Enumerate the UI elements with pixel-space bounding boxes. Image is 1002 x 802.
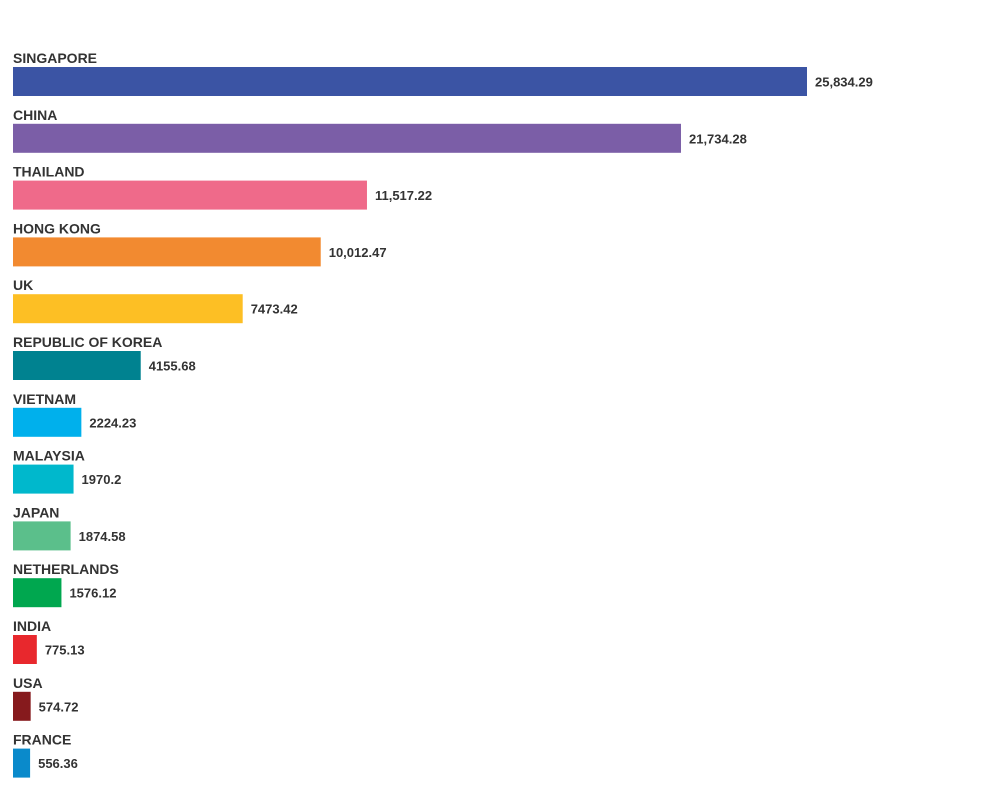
value-label: 10,012.47	[329, 245, 387, 260]
bar	[13, 294, 243, 324]
bar	[13, 180, 367, 210]
bar	[13, 123, 681, 153]
category-label: USA	[13, 675, 43, 691]
category-label: THAILAND	[13, 164, 85, 180]
category-label: MALAYSIA	[13, 448, 85, 464]
bar	[13, 578, 62, 608]
value-label: 7473.42	[251, 302, 298, 317]
bar	[13, 351, 141, 380]
category-label: REPUBLIC OF KOREA	[13, 334, 162, 350]
value-label: 1970.2	[82, 472, 122, 487]
value-label: 556.36	[38, 756, 78, 771]
value-label: 11,517.22	[375, 188, 432, 203]
category-label: UK	[13, 277, 33, 293]
category-label: VIETNAM	[13, 391, 76, 407]
value-label: 4155.68	[149, 359, 196, 374]
bar	[13, 635, 37, 664]
value-label: 775.13	[45, 643, 85, 658]
value-label: 574.72	[39, 699, 79, 714]
category-label: NETHERLANDS	[13, 561, 119, 577]
bar	[13, 691, 31, 721]
bar	[13, 521, 71, 551]
category-label: SINGAPORE	[13, 50, 97, 66]
value-label: 1874.58	[79, 529, 126, 544]
value-label: 2224.23	[89, 415, 136, 430]
category-label: CHINA	[13, 107, 57, 123]
bar	[13, 67, 807, 96]
bar	[13, 464, 74, 494]
bar	[13, 237, 321, 267]
category-label: JAPAN	[13, 504, 59, 520]
value-label: 25,834.29	[815, 75, 873, 90]
category-label: FRANCE	[13, 732, 71, 748]
category-label: HONG KONG	[13, 220, 101, 236]
bar	[13, 748, 31, 778]
bar	[13, 407, 82, 437]
category-label: INDIA	[13, 618, 51, 634]
value-label: 21,734.28	[689, 131, 747, 146]
value-label: 1576.12	[69, 586, 116, 601]
